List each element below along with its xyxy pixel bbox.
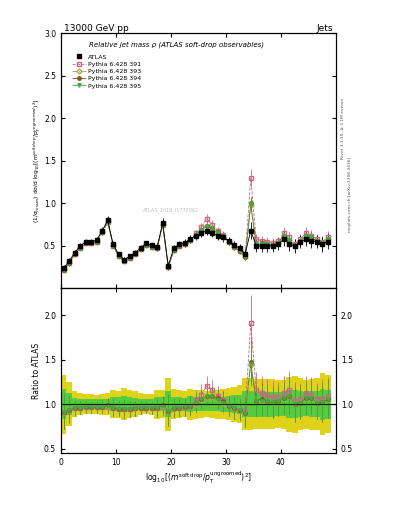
Text: Relative jet mass ρ (ATLAS soft-drop observables): Relative jet mass ρ (ATLAS soft-drop obs… bbox=[89, 41, 264, 48]
Text: Jets: Jets bbox=[317, 24, 333, 33]
Text: ATLAS_2019_I1772062: ATLAS_2019_I1772062 bbox=[143, 207, 199, 212]
X-axis label: $\log_{10}[(m^{\rm soft\,drop}/p_{\rm T}^{\rm ungroomed})^2]$: $\log_{10}[(m^{\rm soft\,drop}/p_{\rm T}… bbox=[145, 470, 252, 486]
Y-axis label: Ratio to ATLAS: Ratio to ATLAS bbox=[32, 343, 41, 399]
Y-axis label: (1/σ$_{resum}$) dσ/d log$_{10}$[(m$^{soft drop}$/p$_T^{ungroomed}$)$^2$]: (1/σ$_{resum}$) dσ/d log$_{10}$[(m$^{sof… bbox=[31, 98, 42, 223]
Text: Rivet 3.1.10, ≥ 3.1M events: Rivet 3.1.10, ≥ 3.1M events bbox=[341, 97, 345, 159]
Text: mcplots.cern.ch [arXiv:1306.3436]: mcplots.cern.ch [arXiv:1306.3436] bbox=[348, 157, 352, 232]
Legend: ATLAS, Pythia 6.428 391, Pythia 6.428 393, Pythia 6.428 394, Pythia 6.428 395: ATLAS, Pythia 6.428 391, Pythia 6.428 39… bbox=[72, 54, 141, 89]
Text: 13000 GeV pp: 13000 GeV pp bbox=[64, 24, 129, 33]
